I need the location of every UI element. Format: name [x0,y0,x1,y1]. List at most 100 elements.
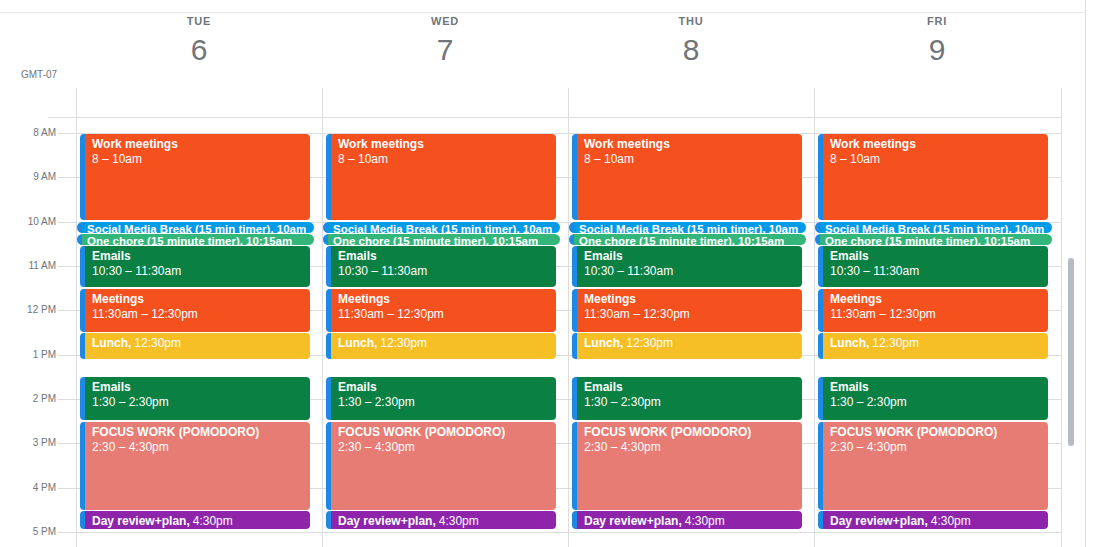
event-emails-morning-fri[interactable]: Emails10:30 – 11:30am [818,246,1048,287]
event-title: Work meetings [338,137,552,152]
event-meetings-wed[interactable]: Meetings11:30am – 12:30pm [326,289,556,332]
event-focus-work-wed[interactable]: FOCUS WORK (POMODORO)2:30 – 4:30pm [326,422,556,510]
calendar-week-view: GMT-07 8 AM9 AM10 AM11 AM12 PM1 PM2 PM3 … [0,0,1100,547]
day-header-tue: TUE6 [76,14,322,67]
day-of-week-label: FRI [814,14,1060,28]
event-emails-afternoon-fri[interactable]: Emails1:30 – 2:30pm [818,377,1048,420]
event-social-media-break-wed[interactable]: Social Media Break (15 min timer), 10am [323,222,560,233]
event-emails-morning-thu[interactable]: Emails10:30 – 11:30am [572,246,802,287]
event-title: One chore (15 minute timer), 10:15am [825,235,1030,245]
event-title: Lunch, [92,336,131,350]
event-time: 1:30 – 2:30pm [584,395,798,410]
date-number[interactable]: 9 [814,33,1060,67]
event-emails-morning-tue[interactable]: Emails10:30 – 11:30am [80,246,310,287]
time-label: 4 PM [0,482,56,494]
event-time: 1:30 – 2:30pm [830,395,1044,410]
event-meetings-tue[interactable]: Meetings11:30am – 12:30pm [80,289,310,332]
event-title: Lunch, [830,336,869,350]
event-time: 11:30am – 12:30pm [338,307,552,322]
event-time: 2:30 – 4:30pm [92,440,306,455]
event-focus-work-fri[interactable]: FOCUS WORK (POMODORO)2:30 – 4:30pm [818,422,1048,510]
event-time: 12:30pm [626,336,673,350]
event-day-review-wed[interactable]: Day review+plan,4:30pm [326,511,556,529]
event-title: Day review+plan, [338,514,436,528]
event-social-media-break-tue[interactable]: Social Media Break (15 min timer), 10am [77,222,314,233]
event-work-meetings-fri[interactable]: Work meetings8 – 10am [818,134,1048,220]
time-label: 1 PM [0,349,56,361]
event-title: FOCUS WORK (POMODORO) [830,425,1044,440]
event-title: Day review+plan, [830,514,928,528]
event-one-chore-fri[interactable]: One chore (15 minute timer), 10:15am [815,234,1052,245]
event-emails-afternoon-wed[interactable]: Emails1:30 – 2:30pm [326,377,556,420]
time-label: 9 AM [0,171,56,183]
time-label: 3 PM [0,437,56,449]
event-meetings-fri[interactable]: Meetings11:30am – 12:30pm [818,289,1048,332]
event-title: FOCUS WORK (POMODORO) [584,425,798,440]
column-divider [1061,88,1062,547]
event-title: Meetings [338,292,552,307]
event-one-chore-thu[interactable]: One chore (15 minute timer), 10:15am [569,234,806,245]
event-time: 10:30 – 11:30am [830,264,1044,279]
event-time: 1:30 – 2:30pm [338,395,552,410]
event-title: Emails [92,380,306,395]
event-emails-afternoon-thu[interactable]: Emails1:30 – 2:30pm [572,377,802,420]
time-label: 12 PM [0,304,56,316]
event-social-media-break-fri[interactable]: Social Media Break (15 min timer), 10am [815,222,1052,233]
event-time: 8 – 10am [338,152,552,167]
event-time: 2:30 – 4:30pm [338,440,552,455]
event-work-meetings-tue[interactable]: Work meetings8 – 10am [80,134,310,220]
event-one-chore-wed[interactable]: One chore (15 minute timer), 10:15am [323,234,560,245]
event-one-chore-tue[interactable]: One chore (15 minute timer), 10:15am [77,234,314,245]
event-time: 8 – 10am [584,152,798,167]
event-lunch-fri[interactable]: Lunch,12:30pm [818,333,1048,359]
date-number[interactable]: 7 [322,33,568,67]
event-time: 4:30pm [931,514,971,528]
column-divider [76,88,77,547]
event-lunch-tue[interactable]: Lunch,12:30pm [80,333,310,359]
event-focus-work-thu[interactable]: FOCUS WORK (POMODORO)2:30 – 4:30pm [572,422,802,510]
time-label: 5 PM [0,526,56,538]
event-title: One chore (15 minute timer), 10:15am [579,235,784,245]
event-time: 12:30pm [134,336,181,350]
time-label: 10 AM [0,216,56,228]
event-focus-work-tue[interactable]: FOCUS WORK (POMODORO)2:30 – 4:30pm [80,422,310,510]
event-time: 4:30pm [439,514,479,528]
event-day-review-tue[interactable]: Day review+plan,4:30pm [80,511,310,529]
event-title: One chore (15 minute timer), 10:15am [333,235,538,245]
event-lunch-wed[interactable]: Lunch,12:30pm [326,333,556,359]
top-border [0,12,1085,13]
time-label: 8 AM [0,127,56,139]
event-lunch-thu[interactable]: Lunch,12:30pm [572,333,802,359]
event-title: One chore (15 minute timer), 10:15am [87,235,292,245]
event-work-meetings-thu[interactable]: Work meetings8 – 10am [572,134,802,220]
date-number[interactable]: 6 [76,33,322,67]
timezone-label: GMT-07 [21,69,57,80]
day-of-week-label: WED [322,14,568,28]
event-title: Work meetings [92,137,306,152]
event-time: 11:30am – 12:30pm [830,307,1044,322]
column-divider [568,88,569,547]
event-emails-afternoon-tue[interactable]: Emails1:30 – 2:30pm [80,377,310,420]
hour-gridline [58,532,1061,533]
event-title: Meetings [830,292,1044,307]
event-emails-morning-wed[interactable]: Emails10:30 – 11:30am [326,246,556,287]
date-number[interactable]: 8 [568,33,814,67]
event-social-media-break-thu[interactable]: Social Media Break (15 min timer), 10am [569,222,806,233]
event-day-review-thu[interactable]: Day review+plan,4:30pm [572,511,802,529]
event-title: Emails [92,249,306,264]
event-time: 2:30 – 4:30pm [830,440,1044,455]
event-work-meetings-wed[interactable]: Work meetings8 – 10am [326,134,556,220]
scrollbar-thumb[interactable] [1068,258,1074,446]
event-time: 2:30 – 4:30pm [584,440,798,455]
day-of-week-label: THU [568,14,814,28]
event-time: 11:30am – 12:30pm [92,307,306,322]
event-day-review-fri[interactable]: Day review+plan,4:30pm [818,511,1048,529]
column-divider [322,88,323,547]
event-title: Social Media Break (15 min timer), 10am [579,223,798,233]
event-title: Emails [584,249,798,264]
event-title: Emails [338,380,552,395]
event-time: 11:30am – 12:30pm [584,307,798,322]
event-time: 1:30 – 2:30pm [92,395,306,410]
event-meetings-thu[interactable]: Meetings11:30am – 12:30pm [572,289,802,332]
event-time: 10:30 – 11:30am [92,264,306,279]
